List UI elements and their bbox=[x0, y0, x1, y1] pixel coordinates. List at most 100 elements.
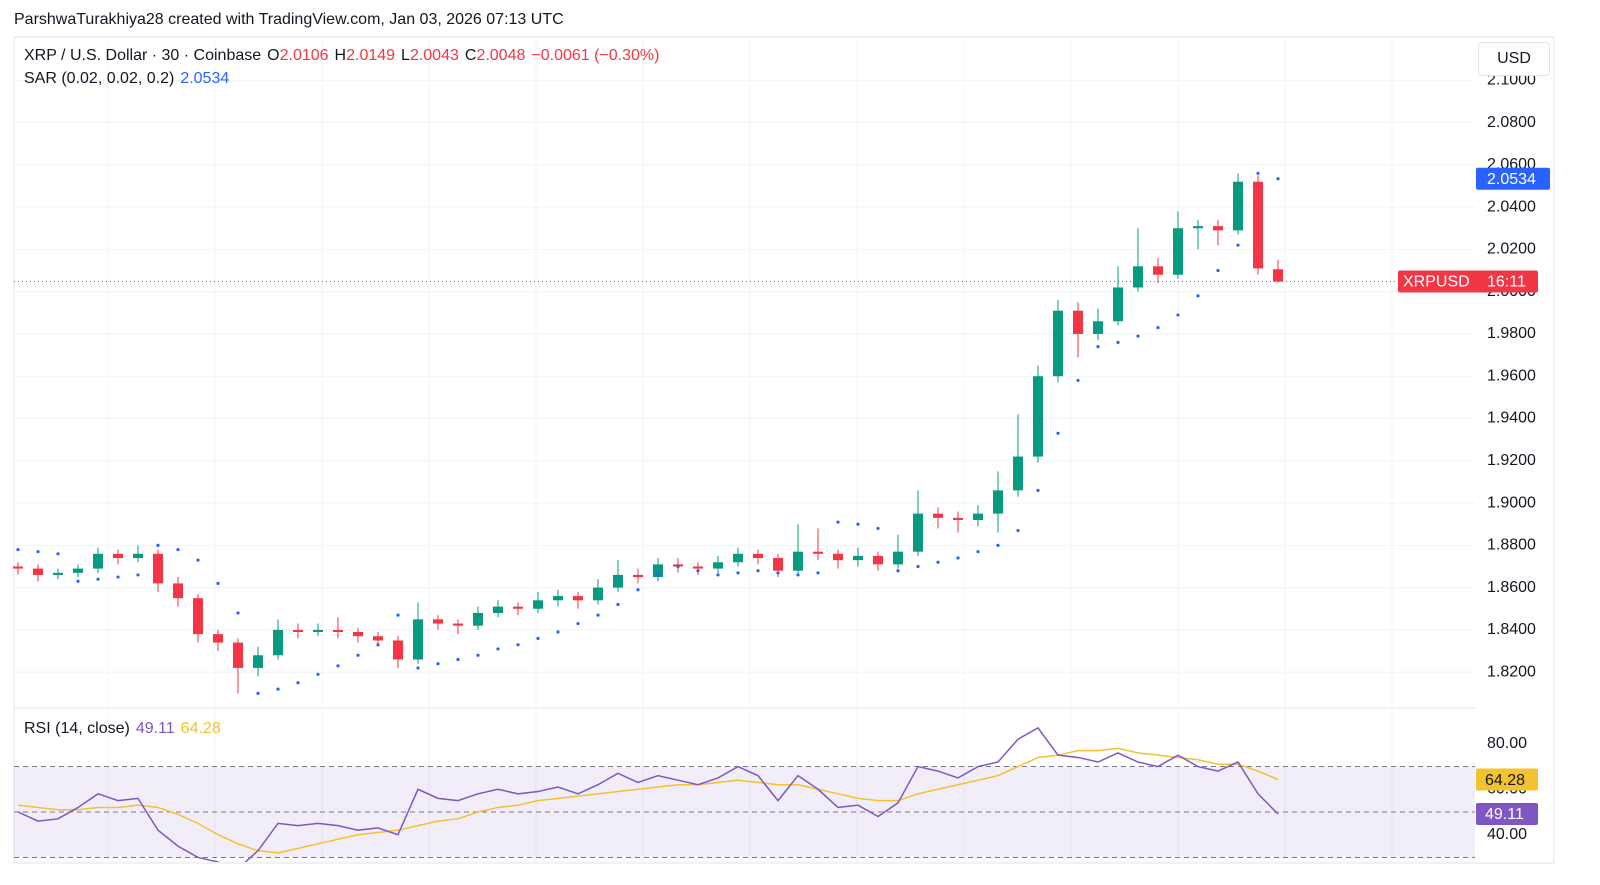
candle-body bbox=[353, 632, 363, 637]
sar-dot bbox=[756, 569, 760, 573]
sar-tag-label: 2.0534 bbox=[1487, 171, 1536, 188]
candle-body bbox=[413, 619, 423, 660]
y-tick-label: 1.8600 bbox=[1487, 579, 1536, 596]
sar-dot bbox=[836, 520, 840, 524]
candle-body bbox=[193, 598, 203, 635]
candle-body bbox=[593, 587, 603, 601]
sar-dot bbox=[1036, 488, 1040, 492]
sar-dot bbox=[1076, 378, 1080, 383]
sar-dot bbox=[476, 653, 480, 657]
candle-body bbox=[573, 596, 583, 601]
y-tick-label: 2.0200 bbox=[1487, 241, 1536, 258]
sar-dot bbox=[376, 643, 380, 647]
sar-dot bbox=[416, 666, 420, 670]
candle-body bbox=[553, 596, 563, 601]
sar-dot bbox=[616, 602, 620, 607]
candle-body bbox=[913, 513, 923, 552]
sar-dot bbox=[1056, 431, 1060, 435]
candle-body bbox=[953, 517, 963, 520]
sar-dot bbox=[1216, 268, 1220, 273]
ticker-tag bbox=[1398, 270, 1538, 293]
sar-dot bbox=[956, 556, 960, 560]
low: 2.0043 bbox=[409, 47, 459, 64]
sar-value: 2.0534 bbox=[180, 70, 230, 87]
sar-dot bbox=[736, 571, 740, 575]
label: H bbox=[334, 47, 347, 64]
close: 2.0048 bbox=[476, 47, 526, 64]
candle-body bbox=[1013, 456, 1023, 491]
sar-dot bbox=[76, 579, 80, 583]
sar-dot bbox=[496, 647, 500, 651]
sar-dot bbox=[116, 575, 120, 579]
sar-dot bbox=[856, 522, 860, 526]
candle-body bbox=[373, 636, 383, 641]
rsi-ma-line bbox=[17, 747, 1279, 854]
rsi-pane bbox=[14, 726, 1475, 862]
sar-dot bbox=[156, 543, 160, 547]
rsi-ma-value: 64.28 bbox=[180, 720, 221, 737]
candle-body bbox=[53, 572, 63, 575]
candle-body bbox=[993, 490, 1003, 514]
candle-body bbox=[693, 566, 703, 569]
sar-dot bbox=[1116, 340, 1120, 345]
sar-dot bbox=[976, 550, 980, 554]
rsi-line bbox=[17, 726, 1279, 862]
countdown: 16:11 bbox=[1487, 274, 1526, 291]
sar-dot bbox=[556, 630, 560, 634]
sar-dot bbox=[916, 564, 920, 569]
candle-body bbox=[893, 551, 903, 565]
candle-body bbox=[253, 655, 263, 668]
candle-body bbox=[1073, 310, 1083, 334]
symbol-legend: XRP / U.S. Dollar · 30 · Coinbase O2.010… bbox=[24, 47, 659, 65]
candle-body bbox=[753, 553, 763, 559]
sar-dot bbox=[1136, 334, 1140, 338]
y-tick-label: 1.9200 bbox=[1487, 452, 1536, 469]
candle-body bbox=[473, 612, 483, 626]
candle-body bbox=[533, 600, 543, 609]
rsi-title: RSI (14, close) bbox=[24, 720, 130, 737]
y-tick-label: 2.0400 bbox=[1487, 198, 1536, 215]
sar-title: SAR (0.02, 0.02, 0.2) bbox=[24, 70, 175, 87]
candle-body bbox=[1133, 266, 1143, 288]
sar-dot bbox=[876, 526, 880, 531]
candle-body bbox=[1273, 269, 1283, 282]
currency-button[interactable]: USD bbox=[1478, 42, 1550, 76]
candle-body bbox=[213, 634, 223, 643]
sar-dot bbox=[16, 547, 20, 552]
sar-dot bbox=[1236, 243, 1240, 247]
sar-dot bbox=[236, 611, 240, 615]
candle-body bbox=[1113, 287, 1123, 322]
candle-body bbox=[793, 551, 803, 571]
sar-dot bbox=[256, 691, 260, 695]
ohlc-label: L2.0043 bbox=[401, 47, 459, 65]
candle-body bbox=[153, 553, 163, 584]
y-tick-label: 1.9800 bbox=[1487, 325, 1536, 342]
rsi-tick-label: 40.00 bbox=[1487, 826, 1527, 843]
sar-dot bbox=[656, 573, 660, 577]
ohlc-label: O2.0106 bbox=[267, 47, 328, 65]
y-tick-label: 1.8400 bbox=[1487, 621, 1536, 638]
candle-body bbox=[453, 623, 463, 626]
y-tick-label: 1.8200 bbox=[1487, 663, 1536, 680]
change: −0.0061 (−0.30%) bbox=[531, 47, 660, 64]
sar-dot bbox=[1196, 294, 1200, 298]
sar-dot bbox=[636, 588, 640, 592]
sar-dot bbox=[56, 552, 60, 556]
candle-body bbox=[113, 553, 123, 559]
sar-dot bbox=[676, 564, 680, 569]
candle-body bbox=[653, 564, 663, 578]
candle-body bbox=[813, 551, 823, 554]
candle-body bbox=[433, 619, 443, 624]
sar-dot bbox=[276, 687, 280, 691]
sar-dot bbox=[896, 569, 900, 573]
sar-dot bbox=[576, 621, 580, 626]
sar-dot bbox=[436, 662, 440, 666]
label: L bbox=[401, 47, 410, 64]
candle-body bbox=[713, 562, 723, 569]
high: 2.0149 bbox=[346, 47, 396, 64]
sar-dot bbox=[1096, 345, 1100, 349]
candle-body bbox=[293, 629, 303, 633]
y-tick-label: 1.9000 bbox=[1487, 494, 1536, 511]
